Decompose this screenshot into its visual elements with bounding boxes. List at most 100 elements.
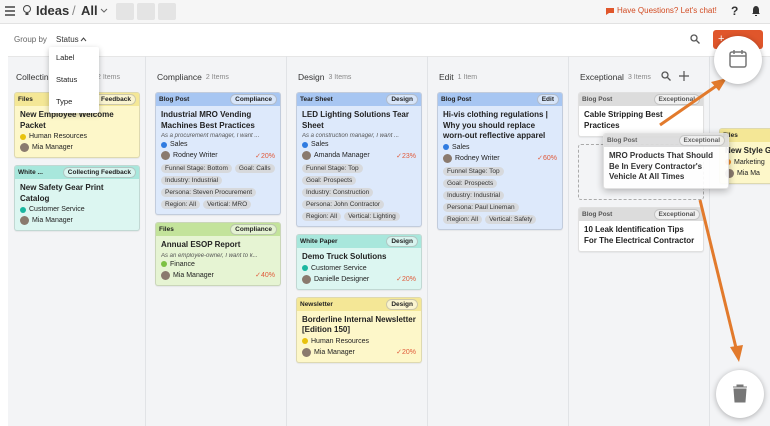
- card-type: Blog Post: [582, 211, 613, 218]
- card-title: Cable Stripping Best Practices: [584, 110, 663, 130]
- help[interactable]: ?: [731, 4, 739, 18]
- card-title: 10 Leak Identification Tips For The Elec…: [584, 225, 695, 245]
- bell-icon[interactable]: [751, 5, 761, 17]
- chip: Region: All: [302, 212, 342, 221]
- column: Collecting Feedback 2 Items FilesCollectin…: [10, 56, 146, 426]
- group-by-value[interactable]: Status: [56, 35, 79, 44]
- card-header: Blog Post Exceptional: [604, 134, 728, 147]
- card-header: Blog Post Exceptional: [579, 208, 703, 221]
- card[interactable]: Tear Sheet Design LED Lighting Solutions T…: [296, 92, 422, 227]
- card-status: Design: [386, 298, 418, 310]
- chip: Persona: John Contractor: [302, 200, 385, 209]
- app-name[interactable]: Ideas: [36, 3, 70, 18]
- card[interactable]: Blog Post Exceptional 10 Leak Identificati…: [578, 207, 704, 252]
- user-name: Danielle Designer: [314, 275, 370, 283]
- card-status: Exceptional: [653, 209, 700, 220]
- card-title: Hi-vis clothing regulations | Why you sh…: [443, 110, 548, 140]
- user-name: Mia Manager: [32, 144, 73, 151]
- trash-drop-target[interactable]: [716, 370, 764, 418]
- toolbar: Group by Status +: [0, 25, 770, 55]
- card[interactable]: Newsletter Design Borderline Internal News…: [296, 296, 422, 363]
- caret-up[interactable]: [80, 37, 87, 42]
- add-card[interactable]: [678, 71, 689, 83]
- tag-dot: [443, 144, 449, 150]
- chip-list: Funnel Stage: Top Goal: Prospects Industry…: [443, 166, 557, 224]
- column: Edit 1 Item Blog Post Edit Hi-vis clothing r…: [433, 56, 569, 426]
- menu-item[interactable]: Status: [56, 75, 78, 84]
- chip: Goal: Prospects: [302, 176, 357, 185]
- card-status: Exceptional: [653, 94, 700, 105]
- card-subtitle: As a construction manager, I want ...: [302, 133, 400, 139]
- card[interactable]: Blog Post Exceptional MRO Products That Sh…: [603, 133, 729, 189]
- column-name: Design: [298, 72, 325, 82]
- chip: Region: All: [161, 200, 201, 209]
- column-header: Design 3 Items: [296, 56, 423, 92]
- search-icon[interactable]: [690, 34, 700, 44]
- card[interactable]: Blog Post Exceptional Cable Stripping Best…: [578, 92, 704, 137]
- card-title: LED Lighting Solutions Tear Sheet: [302, 110, 409, 130]
- tag-dot: [161, 141, 167, 148]
- card[interactable]: Files Collecting Feedback New Employee Wel…: [14, 92, 140, 158]
- view-name[interactable]: All: [81, 3, 98, 18]
- separator: /: [72, 3, 76, 18]
- chip-list: Funnel Stage: Top Goal: Prospects Industry…: [302, 164, 416, 221]
- menu-item[interactable]: Type: [56, 97, 73, 106]
- avatar: [302, 151, 311, 160]
- card[interactable]: Blog Post Compliance Industrial MRO Vendin…: [155, 92, 281, 215]
- chat-link[interactable]: Have Questions? Let's chat!: [617, 6, 717, 15]
- card-type: Blog Post: [582, 96, 613, 103]
- card-header: Blog Post Edit: [438, 93, 562, 106]
- card-user: Rodney Writer ✓20%: [161, 151, 275, 160]
- card-user: Mia Manager: [20, 216, 134, 225]
- menu-item[interactable]: Label: [56, 53, 75, 62]
- avatar: [20, 216, 29, 225]
- caret[interactable]: [100, 8, 108, 14]
- tag-label: Customer Service: [29, 206, 85, 213]
- column-count: 2 Items: [97, 73, 120, 81]
- tag-label: Finance: [170, 260, 195, 268]
- progress: ✓23%: [396, 152, 416, 160]
- bulb-icon: [23, 5, 31, 15]
- column-header: Edit 1 Item: [437, 56, 564, 92]
- column-header: Exceptional 3 Items: [578, 56, 705, 92]
- share-button[interactable]: [158, 3, 176, 20]
- chip: Industry: Industrial: [443, 190, 505, 200]
- card[interactable]: White Paper Design Demo Truck Solutions Cus…: [296, 234, 422, 290]
- user-name: Mia Manager: [32, 217, 73, 224]
- avatar: [161, 151, 170, 160]
- card-type: White ...: [18, 169, 43, 176]
- card-title: Demo Truck Solutions: [302, 252, 387, 261]
- card-header: Tear Sheet Design: [297, 93, 421, 106]
- chip: Vertical: MRO: [203, 200, 252, 209]
- card[interactable]: White ... Collecting Feedback New Safety G…: [14, 165, 140, 231]
- card-type: Blog Post: [159, 96, 190, 103]
- display-button[interactable]: [137, 3, 155, 20]
- card-tag: Human Resources: [302, 338, 416, 345]
- card-status: Design: [386, 94, 418, 105]
- card-header: Blog Post Exceptional: [579, 93, 703, 106]
- card-title: New Style G: [725, 146, 770, 155]
- card-tag: Human Resources: [20, 133, 134, 140]
- chip: Goal: Calls: [234, 164, 275, 173]
- filter-button[interactable]: [116, 3, 134, 20]
- calendar-drop-target[interactable]: [714, 36, 762, 84]
- card-title: New Employee Welcome Packet: [20, 110, 114, 130]
- card-body: Demo Truck Solutions Customer Service Dani…: [297, 248, 421, 289]
- column-search[interactable]: [661, 71, 671, 83]
- chip: Persona: Steven Procurement: [161, 188, 257, 197]
- tag-dot: [20, 206, 26, 213]
- group-by-label: Group by: [14, 35, 47, 44]
- card-type: Tear Sheet: [300, 96, 333, 103]
- column-name: Compliance: [157, 72, 202, 82]
- card-tag: Sales: [161, 141, 275, 148]
- card-tag: Sales: [443, 144, 557, 151]
- dragged-card[interactable]: Blog Post Exceptional MRO Products That Sh…: [603, 133, 729, 196]
- column-name: Edit: [439, 72, 454, 82]
- menu-icon[interactable]: [4, 5, 16, 17]
- chip: Vertical: Lighting: [344, 212, 400, 221]
- card-tag: Customer Service: [302, 265, 416, 272]
- card-user: Rodney Writer ✓60%: [443, 153, 557, 163]
- card[interactable]: Files Compliance Annual ESOP Report As an e…: [155, 222, 281, 286]
- card[interactable]: Blog Post Edit Hi-vis clothing regulations…: [437, 92, 563, 230]
